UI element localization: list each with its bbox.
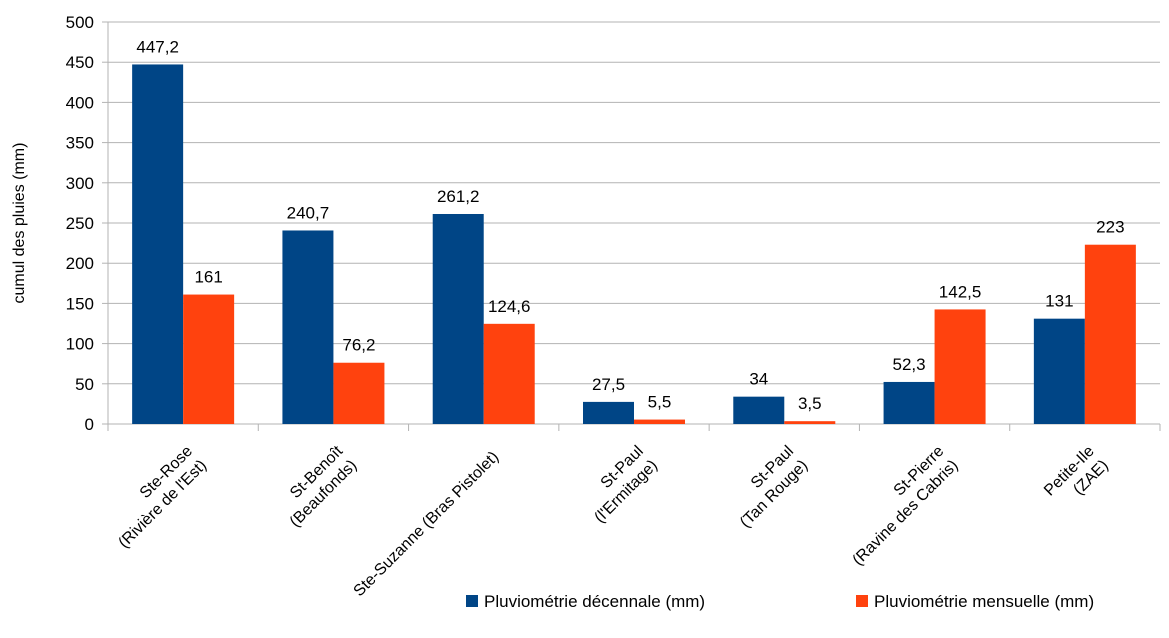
data-label: 240,7 — [287, 203, 330, 222]
data-label: 223 — [1096, 218, 1124, 237]
data-label: 142,5 — [939, 282, 982, 301]
data-label: 5,5 — [648, 393, 672, 412]
y-tick-label: 50 — [75, 375, 94, 394]
bar — [934, 309, 986, 424]
category-labels: Ste-Rose(Rivière de l'Est) St-Benoît(Beau… — [115, 442, 1112, 600]
y-axis-title: cumul des pluies (mm) — [11, 143, 28, 304]
data-label: 27,5 — [592, 375, 625, 394]
data-label: 76,2 — [342, 336, 375, 355]
category-label: Ste-Suzanne (Bras Pistolet) — [351, 448, 503, 600]
y-tick-label: 100 — [66, 335, 94, 354]
y-tick-label: 400 — [66, 93, 94, 112]
bar — [583, 401, 634, 424]
y-tick-label: 200 — [66, 254, 94, 273]
category-label: St-Paul(l'Ermitage) — [591, 443, 661, 527]
data-label: 131 — [1045, 292, 1073, 311]
bar — [282, 230, 334, 424]
data-label: 124,6 — [488, 297, 531, 316]
gridlines — [108, 21, 1160, 425]
bar — [132, 64, 184, 424]
bar — [1033, 318, 1085, 424]
data-label: 34 — [749, 370, 768, 389]
y-tick-label: 450 — [66, 53, 94, 72]
data-label: 447,2 — [136, 37, 179, 56]
y-tick-label: 300 — [66, 174, 94, 193]
category-label: Petite-Ile(ZAE) — [1041, 443, 1112, 500]
bar — [1084, 244, 1136, 424]
legend-swatch — [466, 595, 478, 607]
bar — [883, 381, 935, 424]
legend-swatch — [856, 595, 868, 607]
bar — [784, 421, 836, 424]
data-labels: 447,2 240,7 261,2 27,5 34 52,3 131 161 76,2 124,6… — [136, 37, 1124, 413]
y-tick-label: 250 — [66, 214, 94, 233]
legend: Pluviométrie décennale (mm) Pluviométrie … — [466, 592, 1094, 611]
category-label: St-Pierre(Ravine des Cabris) — [850, 443, 962, 569]
category-label: St-Paul(Tan Rouge) — [737, 443, 811, 531]
bars — [132, 64, 1136, 424]
legend-label: Pluviométrie décennale (mm) — [484, 592, 705, 611]
bar — [733, 396, 785, 424]
legend-label: Pluviométrie mensuelle (mm) — [874, 592, 1094, 611]
bar — [483, 323, 535, 424]
data-label: 52,3 — [893, 355, 926, 374]
category-label: Ste-Rose(Rivière de l'Est) — [115, 443, 210, 552]
data-label: 161 — [194, 268, 222, 287]
category-label-line: Ste-Suzanne (Bras Pistolet) — [351, 448, 503, 600]
bar — [183, 294, 235, 424]
y-tick-label: 500 — [66, 13, 94, 32]
data-label: 3,5 — [798, 394, 822, 413]
data-label: 261,2 — [437, 187, 480, 206]
bar — [432, 213, 484, 424]
bar — [333, 362, 385, 424]
y-tick-label: 0 — [85, 415, 94, 434]
category-label: St-Benoît(Beaufonds) — [287, 442, 361, 530]
y-tick-label: 350 — [66, 134, 94, 153]
y-tick-label: 150 — [66, 294, 94, 313]
bar — [634, 419, 685, 424]
